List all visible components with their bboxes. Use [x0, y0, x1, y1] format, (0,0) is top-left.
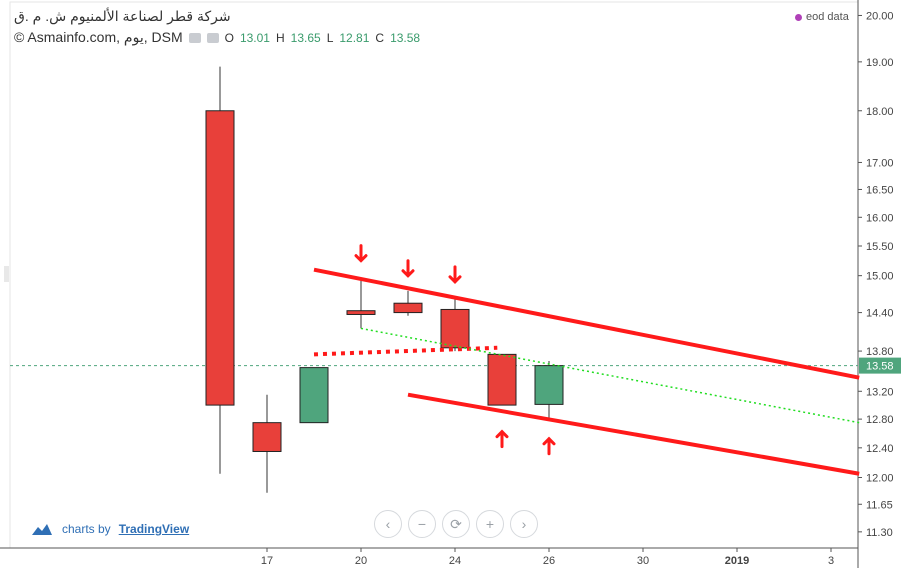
eod-dot-icon: [795, 13, 802, 21]
x-tick-label: 3: [828, 555, 834, 567]
candle-body[interactable]: [252, 422, 282, 452]
y-tick-label: 14.40: [866, 308, 894, 320]
ohlc-high-value: 13.65: [290, 30, 321, 45]
instrument-title: شركة قطر لصناعة الألمنيوم ش. م .ق: [14, 8, 231, 24]
candle-body[interactable]: [346, 310, 376, 315]
arrow-down-icon: [354, 244, 368, 263]
candle-body[interactable]: [393, 302, 423, 314]
y-tick-label: 15.50: [866, 241, 894, 253]
last-price-label: 13.58: [866, 361, 894, 373]
ohlc-low-key: L: [326, 30, 334, 45]
y-tick-label: 13.80: [866, 346, 894, 358]
branding-prefix: charts by: [62, 522, 111, 536]
ohlc-low-value: 12.81: [339, 30, 370, 45]
y-tick-label: 19.00: [866, 57, 894, 69]
source-label: © Asmainfo.com, يوم, DSM: [14, 29, 183, 45]
y-tick-label: 12.40: [866, 443, 894, 455]
ohlc-open-key: O: [224, 30, 234, 45]
trendline[interactable]: [313, 267, 860, 380]
tradingview-link[interactable]: TradingView: [118, 522, 190, 536]
reset-view-button[interactable]: ⟳: [442, 510, 470, 538]
ohlc-open-value: 13.01: [239, 30, 270, 45]
settings-icon[interactable]: [206, 32, 219, 43]
y-tick-label: 16.50: [866, 184, 894, 196]
arrow-down-icon: [448, 265, 462, 284]
zoom-out-button[interactable]: −: [408, 510, 436, 538]
x-tick-label: 26: [543, 555, 555, 567]
ohlc-high-key: H: [275, 30, 285, 45]
candle-body[interactable]: [205, 110, 235, 406]
scroll-left-button[interactable]: ‹: [374, 510, 402, 538]
legend-source-row: © Asmainfo.com, يوم, DSM O 13.01 H 13.65…: [14, 29, 420, 46]
candle-body[interactable]: [299, 367, 329, 424]
candle-body[interactable]: [534, 365, 564, 405]
x-tick-label: 20: [355, 555, 367, 567]
chart-nav-controls: ‹ − ⟳ + ›: [374, 510, 538, 538]
ohlc-close-key: C: [375, 30, 385, 45]
tradingview-branding[interactable]: charts by TradingView: [28, 521, 189, 537]
y-tick-label: 12.00: [866, 472, 894, 484]
arrow-up-icon: [495, 429, 509, 449]
chart-legend: شركة قطر لصناعة الألمنيوم ش. م .ق © Asma…: [14, 8, 420, 46]
x-tick-label: 2019: [725, 555, 749, 567]
x-tick-label: 30: [637, 555, 649, 567]
zoom-in-button[interactable]: +: [476, 510, 504, 538]
x-tick-label: 24: [449, 555, 461, 567]
y-tick-label: 13.20: [866, 386, 894, 398]
y-tick-label: 20.00: [866, 10, 894, 22]
y-tick-label: 17.00: [866, 157, 894, 169]
eye-icon[interactable]: [188, 32, 201, 43]
arrow-down-icon: [401, 259, 415, 278]
y-tick-label: 18.00: [866, 106, 894, 118]
last-price-badge: [859, 357, 901, 374]
trendline[interactable]: [360, 327, 860, 424]
tradingview-cloud-icon: [32, 524, 52, 535]
y-tick-label: 15.00: [866, 271, 894, 283]
x-tick-label: 17: [261, 555, 273, 567]
candle-body[interactable]: [487, 353, 517, 406]
y-tick-label: 16.00: [866, 212, 894, 224]
ohlc-close-value: 13.58: [390, 30, 421, 45]
trendline[interactable]: [407, 392, 860, 476]
eod-label: eod data: [806, 11, 849, 23]
trendline[interactable]: [313, 345, 498, 357]
candle-body[interactable]: [440, 308, 470, 349]
plot-frame: [9, 1, 859, 549]
scroll-right-button[interactable]: ›: [510, 510, 538, 538]
eod-data-badge: eod data: [795, 11, 849, 23]
arrow-up-icon: [542, 436, 556, 456]
left-edge-handle[interactable]: [4, 266, 9, 282]
y-tick-label: 12.80: [866, 414, 894, 426]
y-tick-label: 11.65: [866, 499, 893, 511]
y-tick-label: 11.30: [866, 527, 893, 539]
